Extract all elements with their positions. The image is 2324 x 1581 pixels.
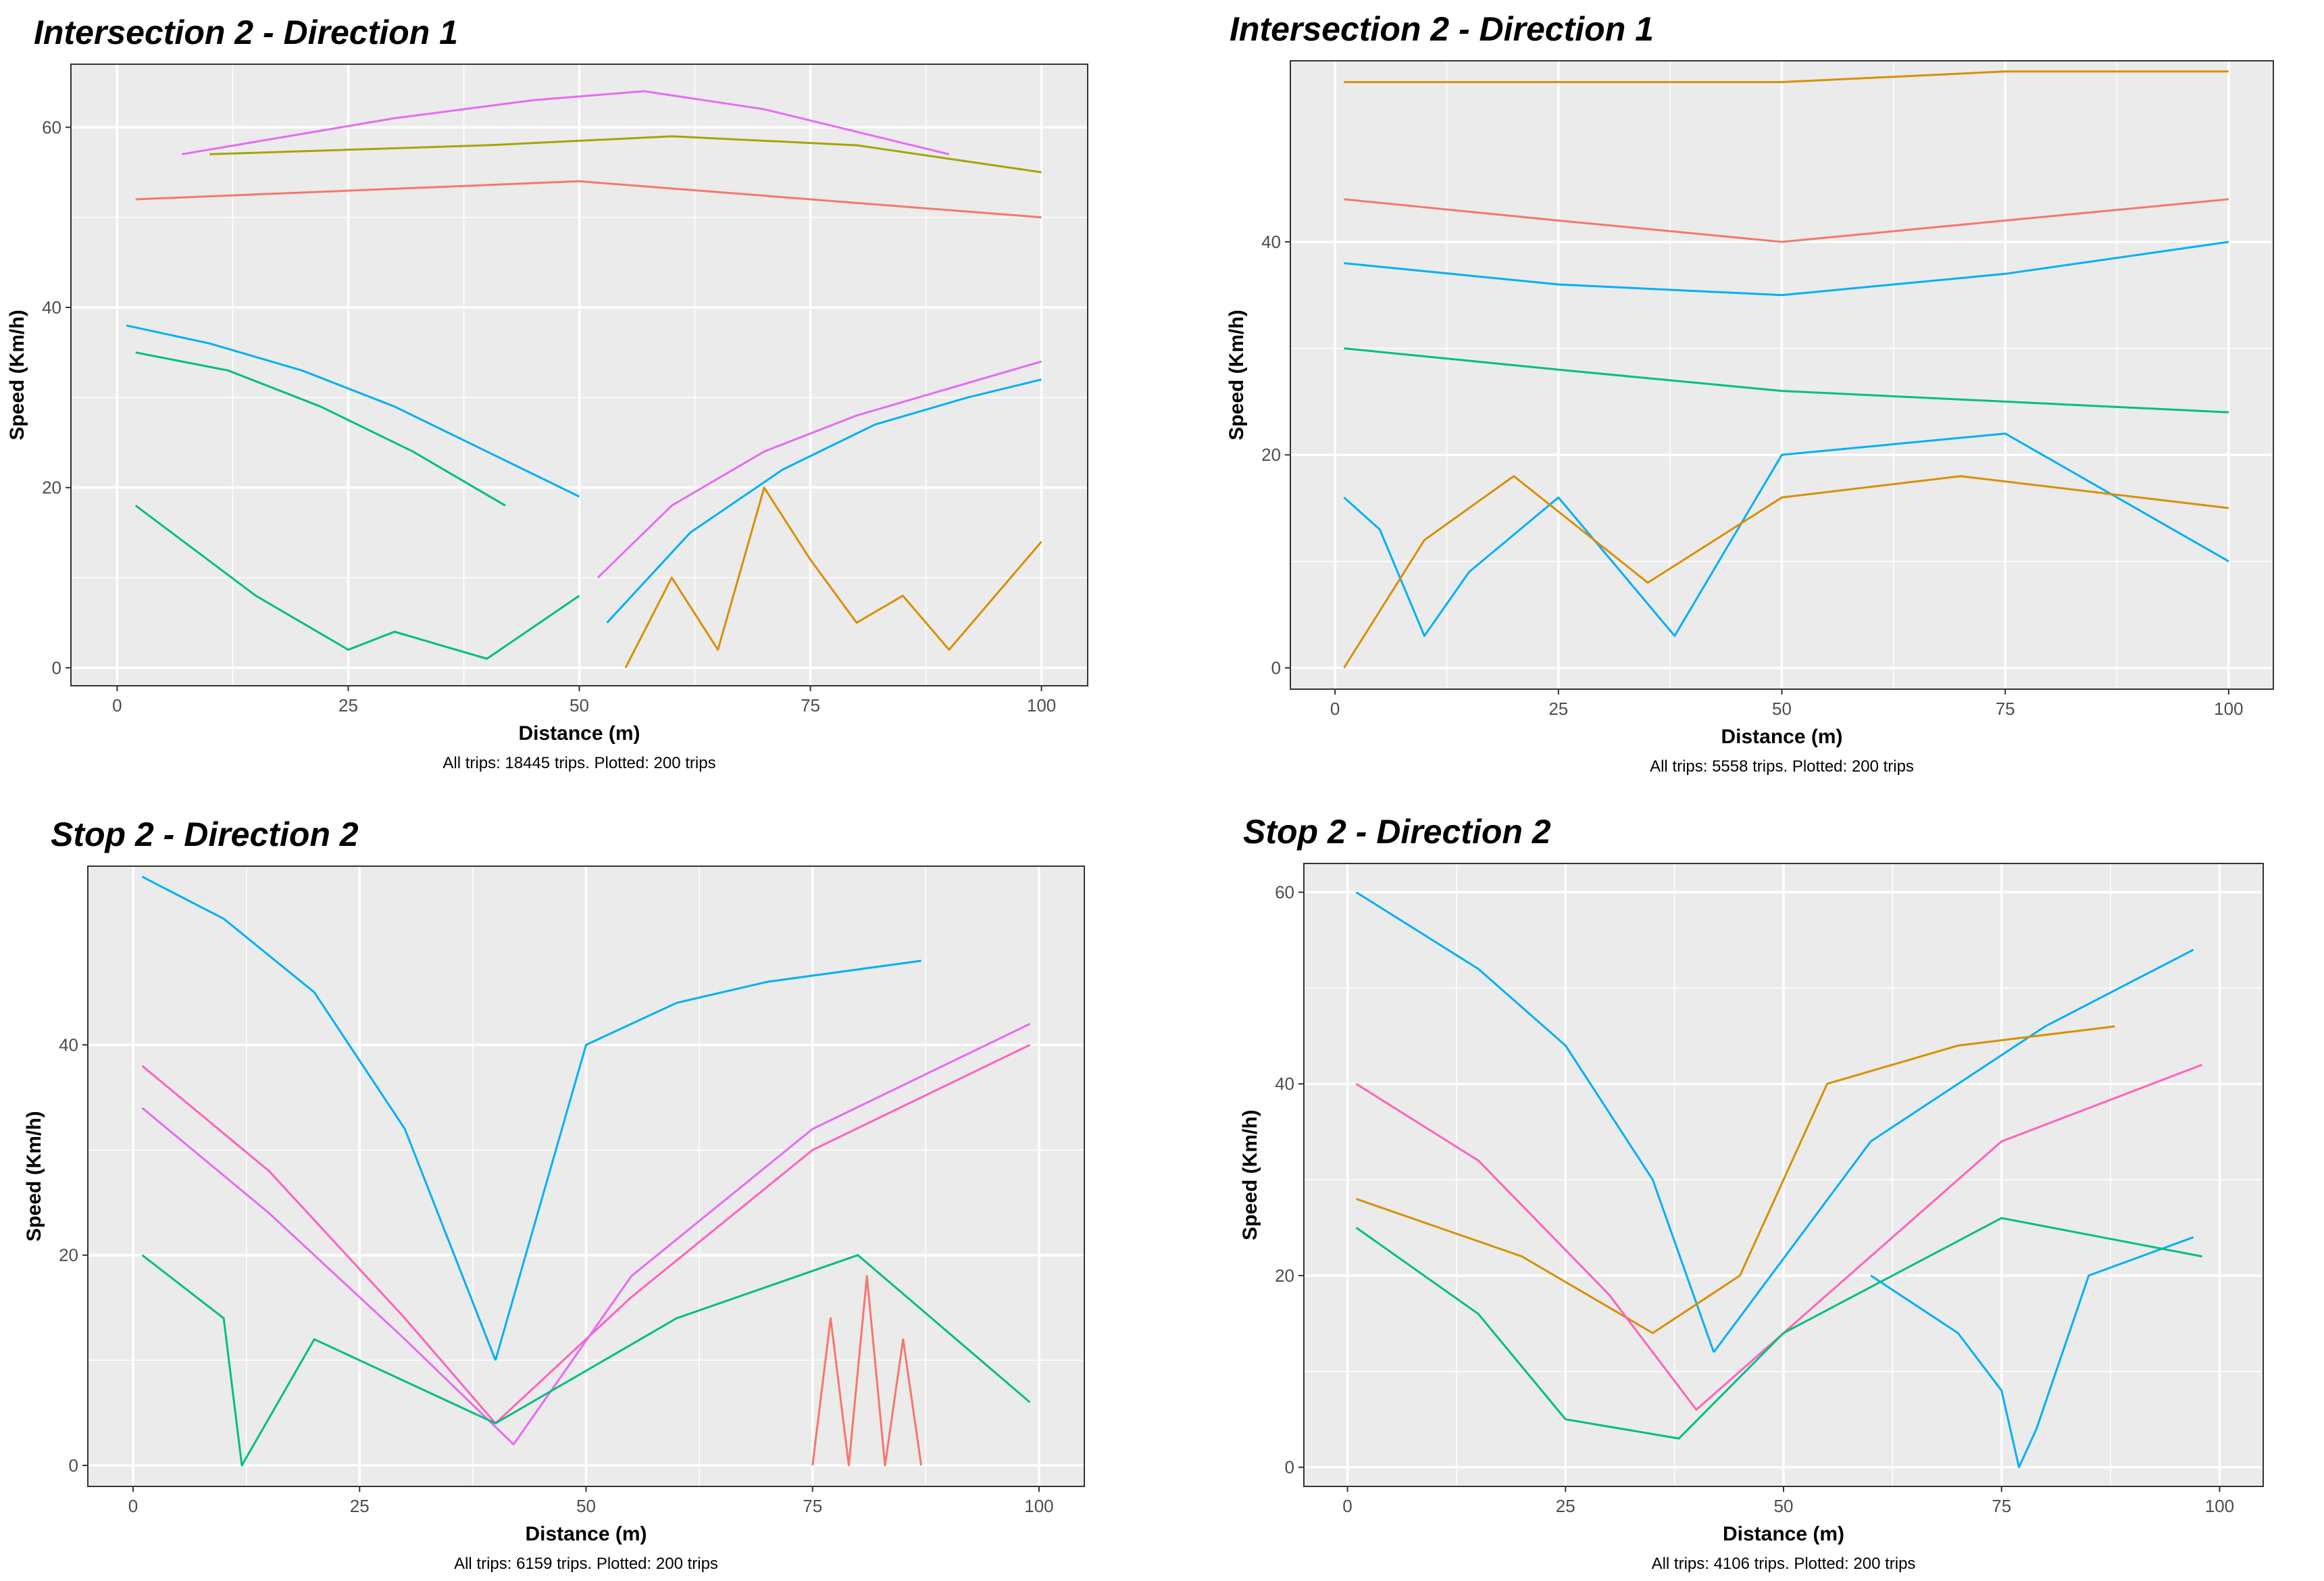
series-line-4: [1870, 1236, 2194, 1469]
x-tick-label: 75: [1992, 1496, 2011, 1516]
x-axis-title: Distance (m): [525, 1523, 647, 1545]
series-group: [1355, 891, 2203, 1469]
y-tick-label: 20: [1261, 445, 1281, 465]
y-tick-label: 60: [42, 117, 61, 137]
y-tick-label: 0: [1285, 1457, 1294, 1478]
series-line-3: [135, 180, 1042, 219]
series-line-2: [1713, 949, 2194, 1353]
chart-caption: All trips: 18445 trips. Plotted: 200 tri…: [443, 754, 715, 772]
series-group: [1343, 70, 2229, 669]
chart-title: Intersection 2 - Direction 1: [34, 14, 458, 51]
y-tick-label: 20: [1275, 1265, 1294, 1286]
x-tick-label: 25: [350, 1496, 370, 1516]
series-line-3: [1356, 1025, 2115, 1334]
series-line-5: [811, 1275, 923, 1467]
panel-intersection-direction1-a: Intersection 2 - Direction 1 0 25 50 75 100 0 2…: [0, 0, 1162, 790]
y-tick-label: 40: [1261, 232, 1281, 252]
chart-stop2-direction2-b: Stop 2 - Direction 2 0 25 50 75 100 0 20 40 60 Dis…: [1239, 813, 2264, 1573]
series-line-2: [209, 135, 1042, 174]
x-tick-label: 75: [801, 695, 820, 716]
series-group: [141, 876, 1031, 1467]
chart-intersection-direction1-b: Intersection 2 - Direction 1 0 25 50 75 100 0 2…: [1226, 10, 2274, 776]
x-tick-label: 75: [803, 1496, 822, 1516]
x-tick-label: 25: [1556, 1496, 1575, 1516]
series-line-6: [141, 1254, 1031, 1467]
series-line-5: [1343, 475, 2229, 669]
x-tick-label: 50: [1772, 699, 1792, 719]
panel-stop2-direction2-a: Stop 2 - Direction 2 0 25 50 75 100 0 20 40 Dista…: [0, 790, 1162, 1581]
y-tick-label: 0: [1271, 657, 1281, 678]
chart-caption: All trips: 4106 trips. Plotted: 200 trip…: [1652, 1555, 1916, 1573]
x-tick-label: 50: [576, 1496, 596, 1516]
x-axis-title: Distance (m): [518, 722, 640, 745]
series-line-4: [126, 324, 580, 498]
x-tick-label: 100: [2205, 1496, 2234, 1516]
y-axis-title: Speed (Km/h): [6, 309, 28, 440]
y-tick-label: 40: [1275, 1074, 1294, 1094]
chart-intersection-direction1-a: Intersection 2 - Direction 1 0 25 50 75 100 0 2…: [6, 14, 1088, 772]
x-axis-title: Distance (m): [1723, 1523, 1844, 1545]
x-tick-label: 100: [1024, 1496, 1053, 1516]
series-group: [126, 90, 1042, 668]
y-axis-title: Speed (Km/h): [23, 1111, 45, 1241]
chart-stop2-direction2-a: Stop 2 - Direction 2 0 25 50 75 100 0 20 40 Dista…: [23, 815, 1085, 1573]
series-line-6: [1355, 1217, 2202, 1440]
x-tick-label: 0: [128, 1496, 138, 1516]
y-axis-title: Speed (Km/h): [1239, 1109, 1261, 1240]
x-tick-label: 100: [1027, 695, 1056, 716]
series-line-1: [181, 90, 950, 155]
y-tick-label: 0: [52, 657, 61, 678]
panel-intersection-direction1-b: Intersection 2 - Direction 1 0 25 50 75 100 0 2…: [1162, 0, 2324, 790]
x-tick-label: 100: [2214, 699, 2243, 719]
series-line-1: [1355, 891, 1715, 1353]
chart-caption: All trips: 6159 trips. Plotted: 200 trip…: [454, 1555, 718, 1573]
y-axis-title: Speed (Km/h): [1226, 309, 1248, 440]
series-line-9: [624, 486, 1042, 668]
x-tick-label: 0: [1342, 1496, 1352, 1516]
series-line-6: [597, 360, 1042, 579]
y-tick-label: 20: [42, 478, 61, 498]
x-tick-label: 25: [338, 695, 358, 716]
y-tick-label: 20: [59, 1245, 78, 1265]
series-line-4: [1343, 432, 2229, 637]
x-axis-title: Distance (m): [1721, 726, 1842, 748]
series-line-8: [134, 505, 580, 660]
y-tick-label: 0: [69, 1455, 78, 1476]
x-tick-label: 50: [570, 695, 589, 716]
series-line-4: [141, 1023, 1031, 1446]
x-tick-label: 0: [112, 695, 122, 716]
y-tick-label: 60: [1275, 882, 1294, 903]
series-line-3: [1344, 241, 2229, 297]
series-line-1: [1344, 70, 2229, 83]
x-tick-label: 0: [1330, 699, 1340, 719]
y-tick-label: 40: [42, 297, 61, 318]
chart-title: Stop 2 - Direction 2: [1243, 813, 1551, 851]
panel-stop2-direction2-b: Stop 2 - Direction 2 0 25 50 75 100 0 20 40 60 Dis…: [1162, 790, 2324, 1581]
series-line-5: [1355, 1063, 2203, 1411]
series-line-2: [494, 959, 921, 1361]
series-line-6: [1344, 347, 2229, 413]
chart-title: Stop 2 - Direction 2: [51, 815, 359, 853]
x-tick-label: 25: [1548, 699, 1568, 719]
chart-title: Intersection 2 - Direction 1: [1230, 10, 1654, 48]
series-line-2: [1344, 198, 2229, 243]
chart-caption: All trips: 5558 trips. Plotted: 200 trip…: [1650, 757, 1914, 776]
y-tick-label: 40: [59, 1035, 78, 1055]
series-line-7: [606, 378, 1042, 624]
series-line-1: [141, 876, 497, 1361]
series-line-5: [135, 351, 506, 507]
x-tick-label: 75: [1996, 699, 2015, 719]
x-tick-label: 50: [1774, 1496, 1794, 1516]
